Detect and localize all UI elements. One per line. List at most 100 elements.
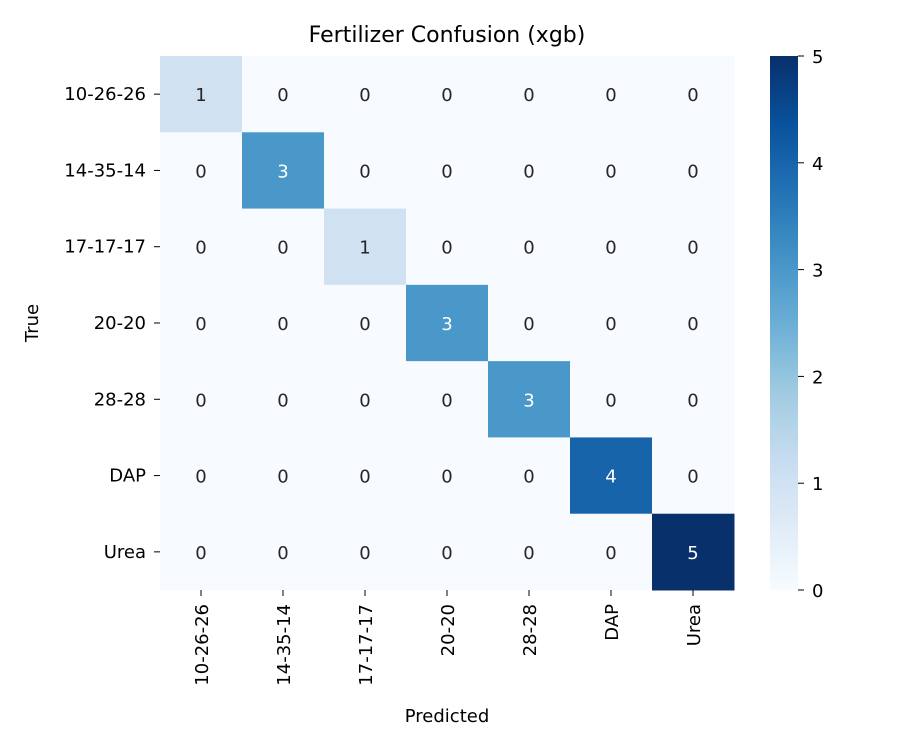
cell-value-label: 0 (605, 543, 616, 564)
cell-value-label: 0 (687, 467, 698, 488)
colorbar-tick-label: 3 (812, 261, 823, 282)
colorbar-tick-label: 1 (812, 474, 823, 495)
cell-value-label: 0 (441, 543, 452, 564)
heatmap-cell (488, 56, 571, 133)
x-tick-label: DAP (602, 604, 623, 641)
cell-value-label: 0 (523, 238, 534, 259)
heatmap-cell (406, 437, 489, 515)
y-tick-label: 10-26-26 (64, 84, 146, 105)
cell-value-label: 0 (605, 314, 616, 335)
heatmap-cell (570, 284, 653, 362)
heatmap-cell (160, 132, 243, 210)
x-axis-ticks: 10-26-26 14-35-14 17-17-17 20-20 28-28 DAP Ure… (192, 590, 705, 686)
heatmap-cell (406, 513, 489, 591)
cell-value-label: 0 (605, 390, 616, 411)
x-tick-label: 10-26-26 (192, 604, 213, 686)
heatmap-cell (488, 437, 571, 515)
heatmap-cell (406, 132, 489, 210)
heatmap-cell-labels: 1 0 0 0 0 0 0 0 3 0 0 0 0 0 0 0 1 0 0 0 0 0 0 0 3 0 0 0 0 0 0 0 3 0 0 0 0 0 0 0… (195, 85, 698, 564)
x-tick-label: 14-35-14 (274, 604, 295, 686)
colorbar (770, 56, 798, 590)
cell-value-label: 0 (359, 543, 370, 564)
heatmap-cell (324, 284, 407, 362)
cell-value-label: 0 (441, 161, 452, 182)
chart-title: Fertilizer Confusion (xgb) (309, 23, 586, 48)
cell-value-label: 0 (359, 314, 370, 335)
cell-value-label: 3 (523, 390, 534, 411)
heatmap-cell (652, 56, 735, 133)
heatmap-cell (160, 208, 243, 286)
heatmap-cell (570, 208, 653, 286)
cell-value-label: 0 (277, 543, 288, 564)
cell-value-label: 0 (523, 161, 534, 182)
heatmap-cell (324, 361, 407, 438)
heatmap-cell (570, 56, 653, 133)
heatmap-cell (652, 513, 735, 591)
heatmap-cell (242, 361, 325, 438)
heatmap-cell (406, 361, 489, 438)
cell-value-label: 0 (359, 85, 370, 106)
heatmap-cell (652, 132, 735, 210)
cell-value-label: 0 (687, 85, 698, 106)
cell-value-label: 0 (523, 85, 534, 106)
heatmap-cell (652, 208, 735, 286)
heatmap-cell (406, 56, 489, 133)
colorbar-ticks: 0 1 2 3 4 5 (798, 47, 823, 602)
cell-value-label: 0 (605, 238, 616, 259)
heatmap-cell (242, 132, 325, 210)
cell-value-label: 0 (195, 390, 206, 411)
y-tick-label: 20-20 (94, 313, 146, 334)
cell-value-label: 0 (277, 390, 288, 411)
x-axis-title: Predicted (405, 706, 490, 727)
cell-value-label: 1 (195, 85, 206, 106)
x-tick-label: Urea (684, 604, 705, 646)
heatmap-cell (652, 284, 735, 362)
y-axis-title: True (22, 304, 43, 343)
cell-value-label: 0 (277, 467, 288, 488)
heatmap-cell (324, 513, 407, 591)
cell-value-label: 0 (277, 238, 288, 259)
heatmap-cell (570, 361, 653, 438)
heatmap-cell (160, 361, 243, 438)
heatmap-cell (242, 208, 325, 286)
heatmap-cell (324, 437, 407, 515)
heatmap-cell (488, 284, 571, 362)
heatmap-cell (324, 56, 407, 133)
y-tick-label: 17-17-17 (64, 237, 146, 258)
cell-value-label: 0 (277, 314, 288, 335)
heatmap-cell (160, 513, 243, 591)
heatmap-cell (242, 56, 325, 133)
colorbar-tick-label: 2 (812, 367, 823, 388)
cell-value-label: 0 (523, 467, 534, 488)
cell-value-label: 0 (359, 467, 370, 488)
cell-value-label: 0 (605, 161, 616, 182)
cell-value-label: 0 (277, 85, 288, 106)
cell-value-label: 0 (195, 543, 206, 564)
heatmap-cell (324, 132, 407, 210)
y-tick-label: 28-28 (94, 389, 146, 410)
y-axis-ticks: 10-26-26 14-35-14 17-17-17 20-20 28-28 DAP Ure… (64, 84, 160, 563)
cell-value-label: 1 (359, 238, 370, 259)
y-tick-label: Urea (104, 542, 146, 563)
heatmap-cell (488, 361, 571, 438)
cell-value-label: 0 (359, 161, 370, 182)
cell-value-label: 0 (441, 238, 452, 259)
cell-value-label: 0 (195, 314, 206, 335)
heatmap-cell (406, 284, 489, 362)
cell-value-label: 0 (359, 390, 370, 411)
heatmap-cell (570, 132, 653, 210)
colorbar-tick-label: 0 (812, 581, 823, 602)
cell-value-label: 0 (195, 467, 206, 488)
cell-value-label: 4 (605, 467, 616, 488)
cell-value-label: 0 (523, 543, 534, 564)
cell-value-label: 3 (277, 161, 288, 182)
heatmap-cell (652, 437, 735, 515)
x-tick-label: 17-17-17 (356, 604, 377, 686)
colorbar-tick-label: 5 (812, 47, 823, 68)
cell-value-label: 3 (441, 314, 452, 335)
heatmap-cell (324, 208, 407, 286)
y-tick-label: 14-35-14 (64, 160, 146, 181)
heatmap-cell (160, 56, 243, 133)
cell-value-label: 0 (605, 85, 616, 106)
